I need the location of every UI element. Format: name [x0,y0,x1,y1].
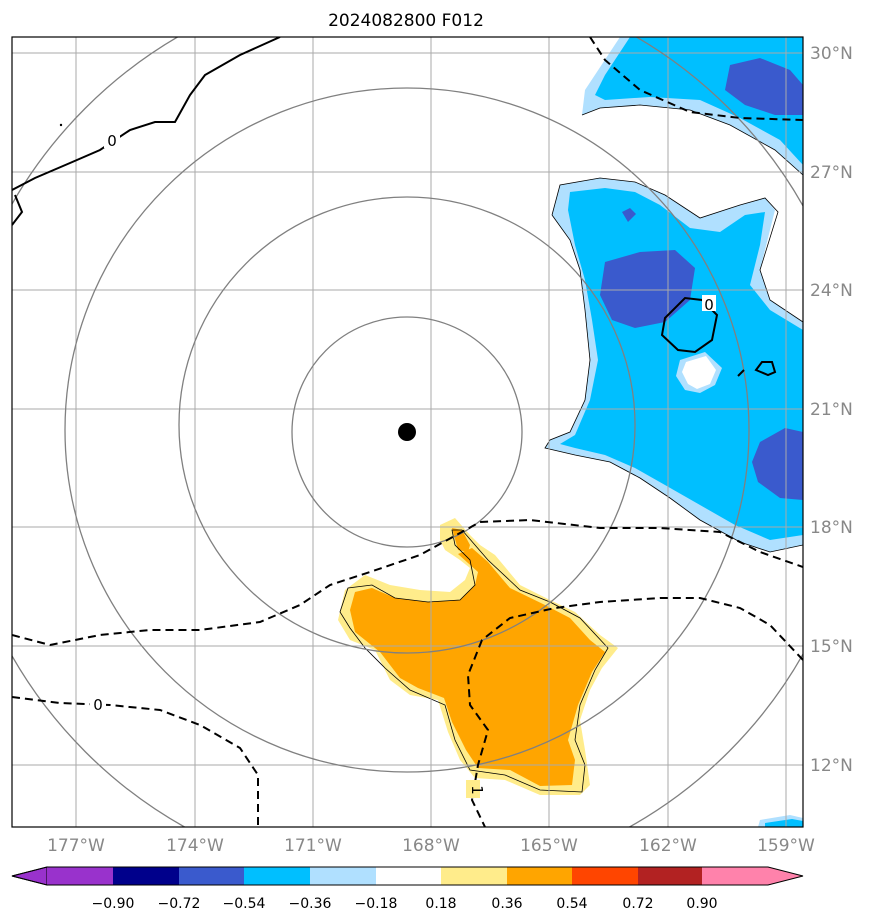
graticule [12,37,803,827]
colorbar-swatch-3 [179,867,244,885]
range-rings [12,37,803,827]
lat-tick-6: 15°N [810,637,853,657]
lon-tick-3: 171°W [284,836,342,856]
figure-title: 2024082800 F012 [328,11,484,31]
dashed-contours [12,37,803,827]
colorbar-label-6: 0.18 [425,896,456,912]
range-ring-1 [291,316,523,548]
colorbar-label-1: −0.90 [92,896,135,912]
colorbar-swatch-10 [638,867,702,885]
lon-tick-5: 165°W [520,836,578,856]
lon-tick-6: 162°W [639,836,697,856]
colorbar-extend-low [11,866,48,886]
lat-tick-1: 30°N [810,44,853,64]
colorbar-swatch-9 [572,867,638,885]
lon-tick-4: 168°W [402,836,460,856]
contour-label-3: 0 [93,696,103,714]
lat-tick-7: 12°N [810,756,853,776]
range-ring-3 [64,87,750,773]
lon-tick-labels: 177°W 174°W 171°W 168°W 165°W 162°W 159°… [47,836,815,856]
colorbar-swatch-8 [507,867,572,885]
colorbar-label-2: −0.72 [158,896,201,912]
contour-label-1: 0 [107,132,117,150]
negative-anomaly-e [545,178,803,552]
lon-tick-1: 177°W [47,836,105,856]
colorbar-swatch-6 [376,867,441,885]
storm-center-marker [398,423,416,441]
zero-contours [12,37,777,377]
colorbar-label-8: 0.54 [556,896,587,912]
colorbar: −0.90 −0.72 −0.54 −0.36 −0.18 0.18 0.36 … [11,866,804,912]
range-ring-2 [178,196,636,654]
map-frame [11,36,804,828]
negative-anomaly-se-core [765,819,803,827]
colorbar-label-7: 0.36 [491,896,522,912]
contour-label-4: 1 [468,785,486,795]
speck-marker [59,123,63,127]
colorbar-swatch-1 [47,867,113,885]
lat-tick-3: 24°N [810,281,853,301]
colorbar-label-10: 0.90 [686,896,717,912]
positive-anomaly-s [338,518,618,795]
lat-tick-4: 21°N [810,400,853,420]
colorbar-swatch-5 [310,867,376,885]
colorbar-label-3: −0.54 [223,896,266,912]
colorbar-label-9: 0.72 [622,896,653,912]
lon-tick-2: 174°W [166,836,224,856]
colorbar-label-4: −0.36 [289,896,332,912]
lat-tick-labels: 30°N 27°N 24°N 21°N 18°N 15°N 12°N [810,44,853,776]
lat-tick-2: 27°N [810,163,853,183]
lat-tick-5: 18°N [810,518,853,538]
colorbar-swatch-2 [113,867,179,885]
negative-anomaly-ne [582,37,803,175]
colorbar-label-5: −0.18 [355,896,398,912]
colorbar-extend-high [702,867,803,885]
map-area: 0 0 0 1 [12,37,803,827]
colorbar-swatch-4 [244,867,310,885]
colorbar-swatch-7 [441,867,507,885]
lon-tick-7: 159°W [757,836,815,856]
contour-label-2: 0 [704,296,714,314]
